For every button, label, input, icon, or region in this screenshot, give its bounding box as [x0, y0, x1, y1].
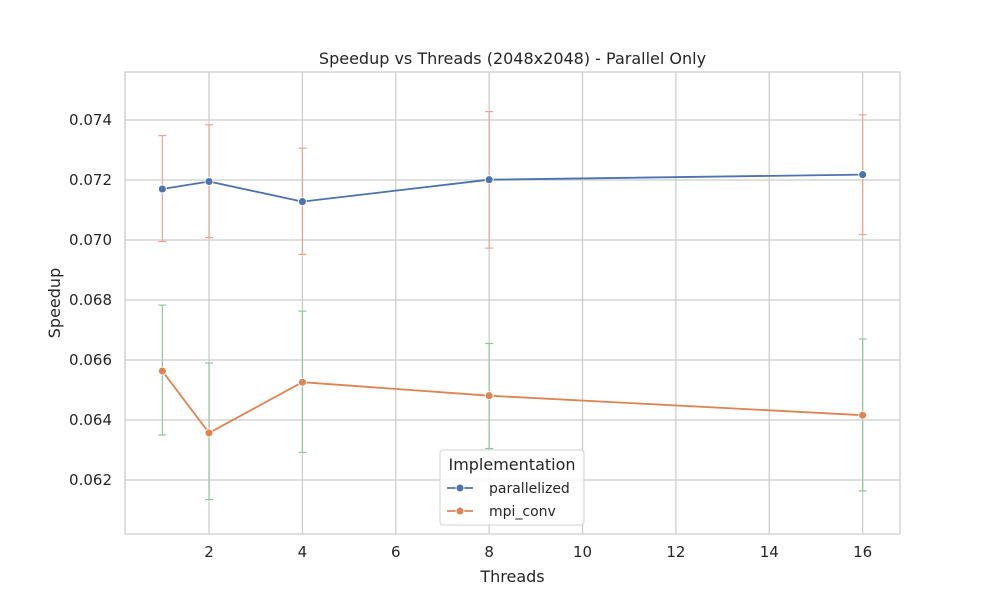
y-axis-label: Speedup [45, 268, 64, 338]
legend: Implementation parallelized mpi_conv [439, 449, 585, 526]
data-point [297, 197, 307, 207]
legend-label: parallelized [489, 481, 570, 497]
x-tick-labels: 2 4 6 8 10 12 14 16 [204, 543, 872, 561]
data-point [204, 177, 214, 186]
legend-marker [455, 483, 465, 493]
y-tick-label: 0.068 [69, 291, 112, 309]
legend-entries: parallelized mpi_conv [447, 481, 570, 520]
legend-marker [455, 506, 465, 516]
data-point [858, 170, 868, 180]
x-tick-label: 8 [484, 543, 494, 561]
y-tick-label: 0.064 [69, 411, 112, 429]
legend-box [439, 449, 585, 526]
legend-title: Implementation [448, 455, 575, 474]
data-point [157, 184, 167, 194]
y-tick-label: 0.062 [69, 471, 112, 489]
x-tick-label: 14 [760, 543, 779, 561]
x-tick-label: 16 [853, 543, 872, 561]
x-tick-label: 12 [666, 543, 685, 561]
x-axis-label: Threads [479, 567, 544, 586]
plot-frame [124, 71, 901, 535]
y-tick-label: 0.074 [69, 111, 112, 129]
data-point [204, 428, 214, 438]
data-point [157, 366, 167, 376]
y-tick-labels: 0.062 0.064 0.066 0.068 0.070 0.072 0.074 [69, 111, 112, 489]
y-tick-label: 0.066 [69, 351, 112, 369]
x-tick-label: 2 [204, 543, 214, 561]
x-tick-label: 6 [391, 543, 401, 561]
chart-title: Speedup vs Threads (2048x2048) - Paralle… [319, 49, 706, 68]
legend-label: mpi_conv [489, 504, 556, 520]
data-point [484, 175, 494, 185]
data-point [484, 391, 494, 401]
data-point [297, 377, 307, 387]
x-tick-label: 10 [573, 543, 592, 561]
x-tick-label: 4 [298, 543, 308, 561]
data-point [858, 410, 868, 420]
y-tick-label: 0.072 [69, 171, 112, 189]
y-tick-label: 0.070 [69, 231, 112, 249]
series-markers [157, 170, 868, 438]
